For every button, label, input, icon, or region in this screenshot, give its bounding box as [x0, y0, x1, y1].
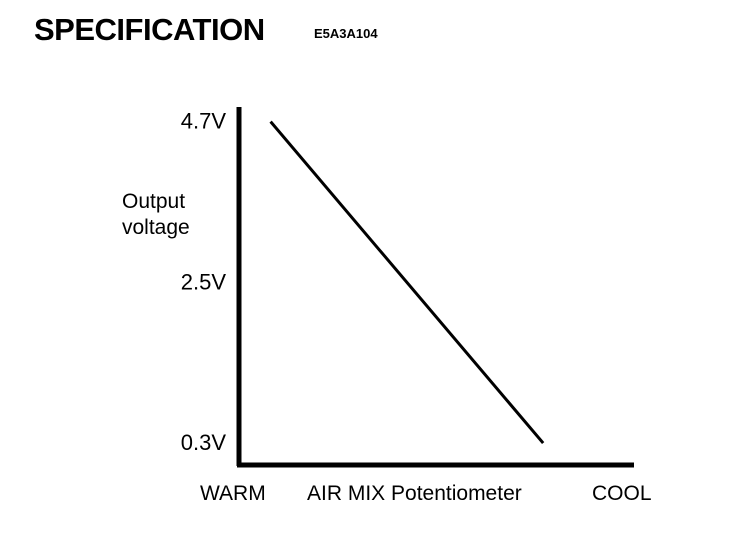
y-axis-label-line-1: Output — [122, 190, 185, 213]
page-title: SPECIFICATION — [34, 12, 265, 47]
document-code: E5A3A104 — [314, 26, 378, 41]
y-tick-label: 4.7V — [181, 109, 227, 134]
y-tick-label: 0.3V — [181, 430, 227, 455]
voltage-series-line — [269, 120, 545, 445]
x-axis-label: AIR MIX Potentiometer — [307, 482, 522, 505]
y-axis-label-line-2: voltage — [122, 216, 190, 239]
x-axis-end-label: COOL — [592, 482, 652, 505]
y-tick-label: 2.5V — [181, 269, 227, 294]
x-axis-start-label: WARM — [200, 482, 266, 505]
